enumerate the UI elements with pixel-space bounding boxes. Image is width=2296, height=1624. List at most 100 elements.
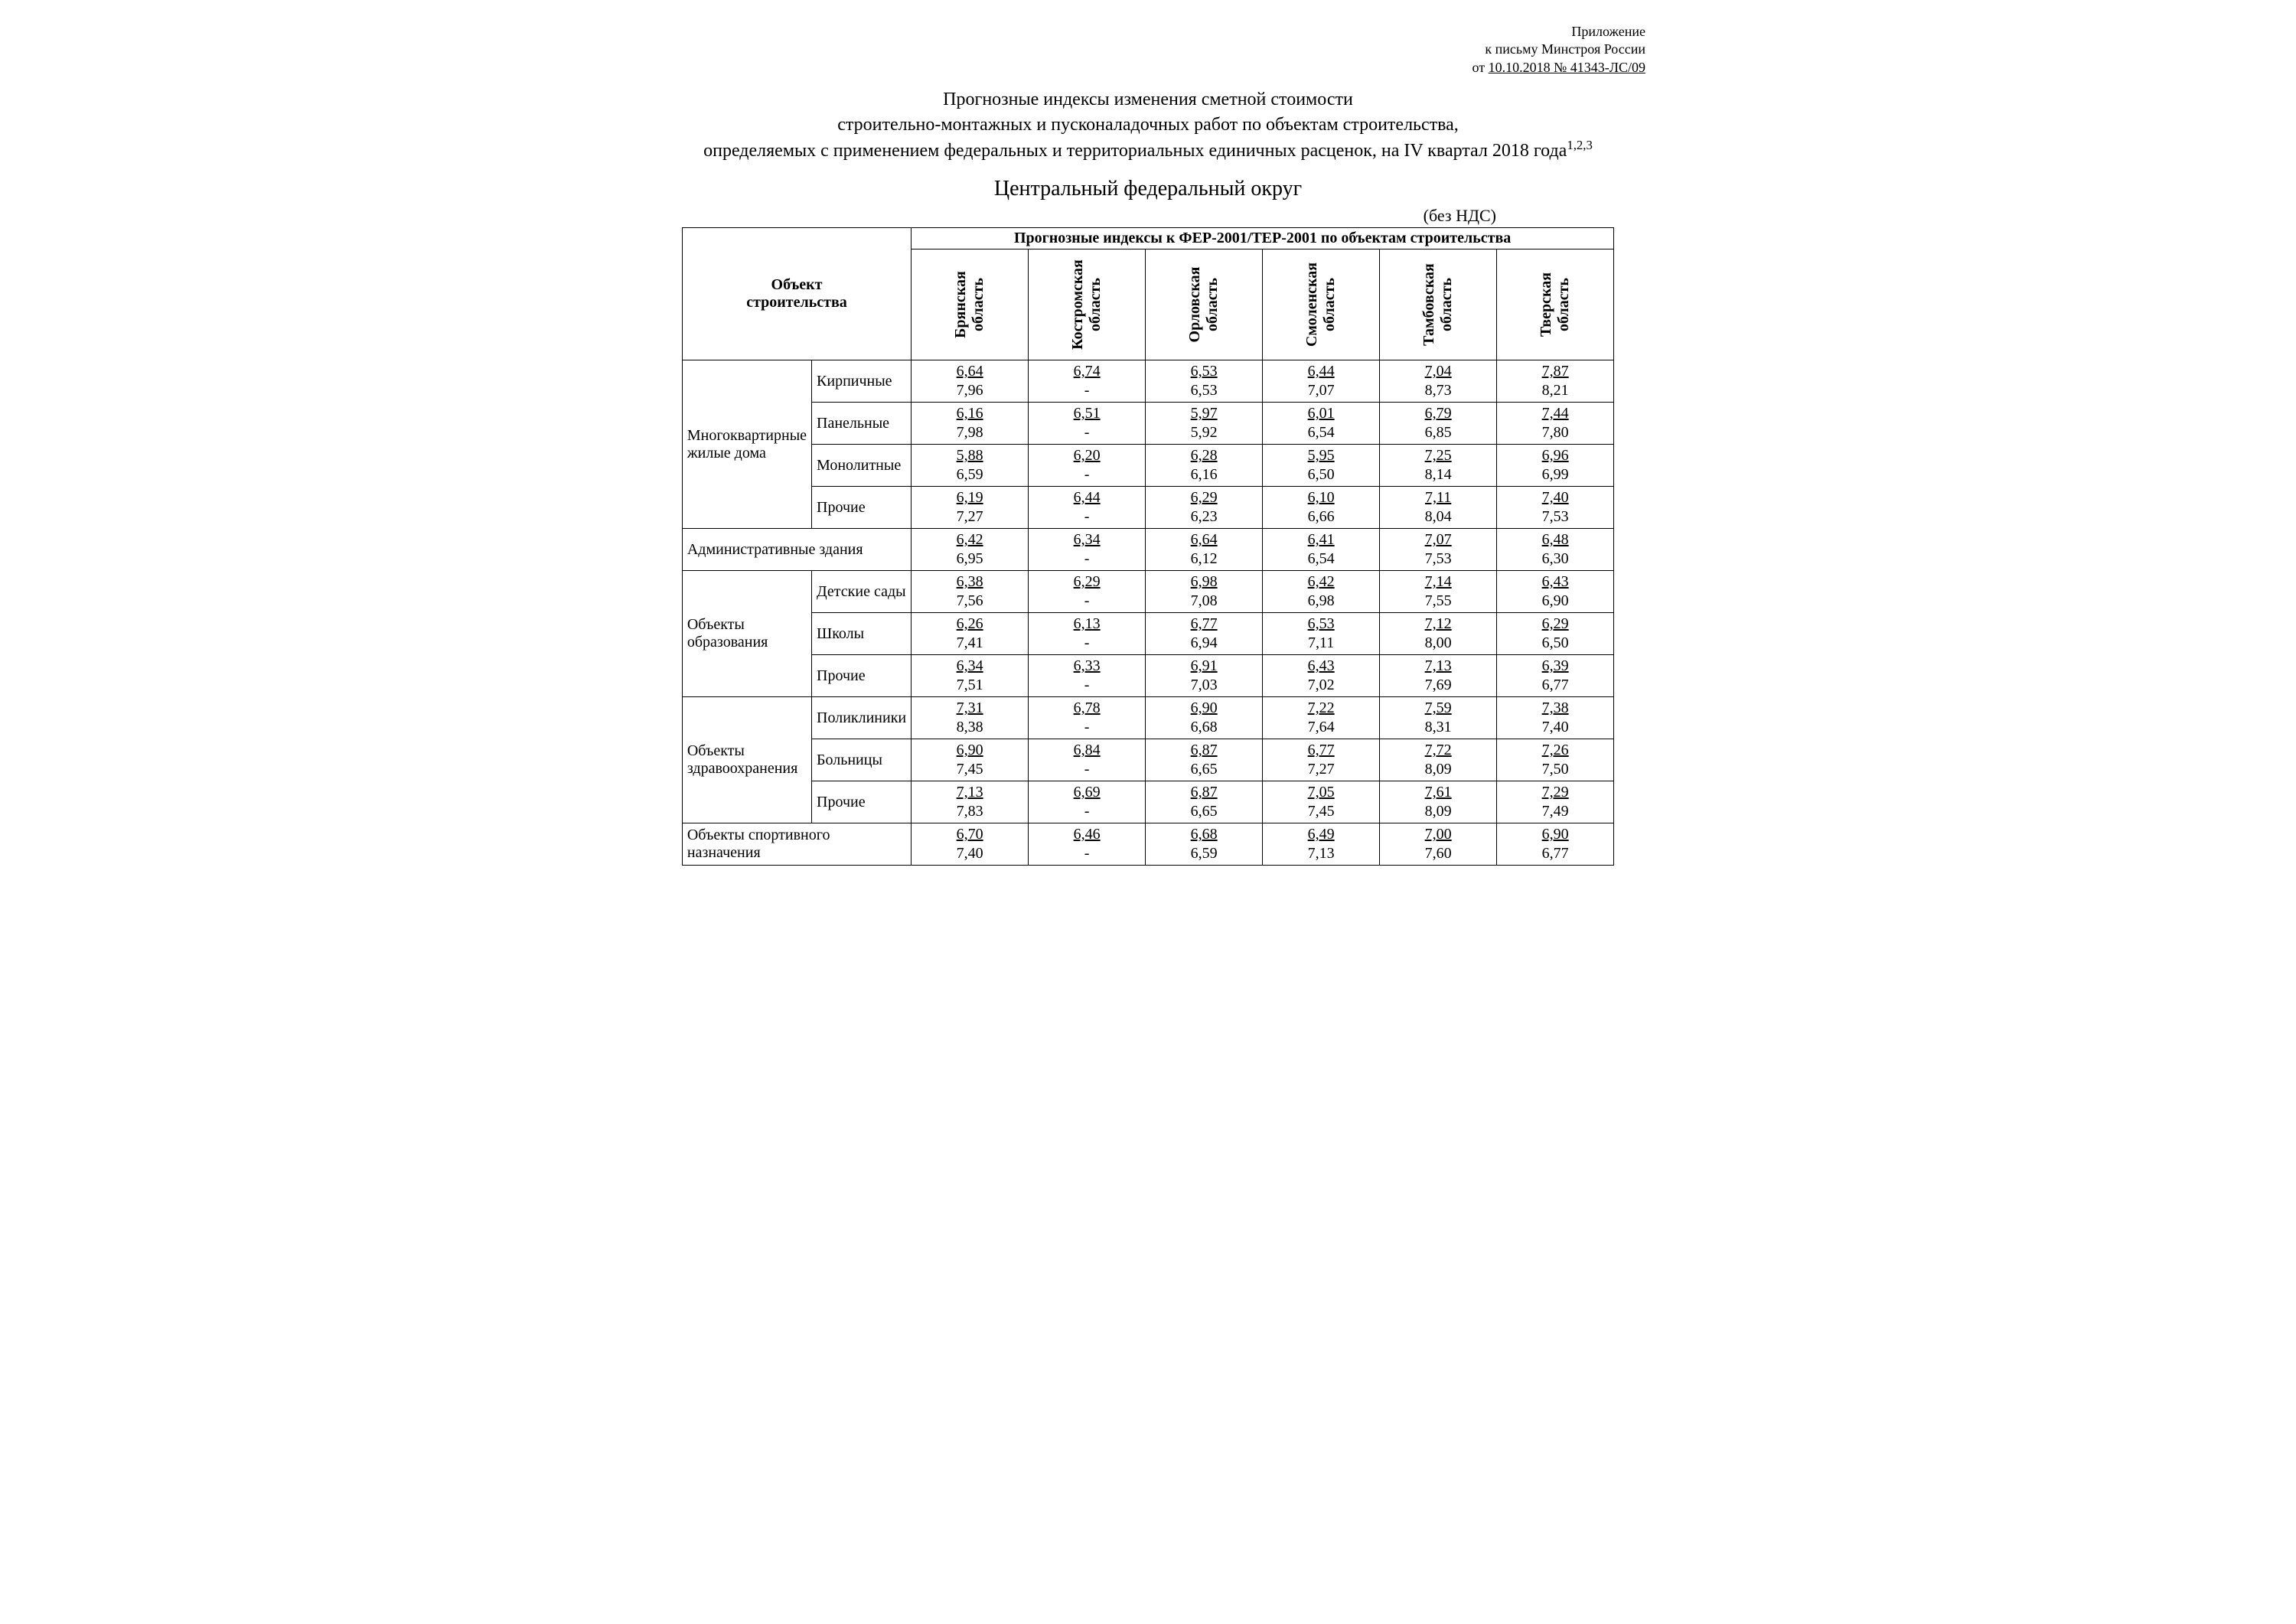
value-top: 6,77 [1308,742,1335,758]
value-cell: 6,906,68 [1146,697,1263,739]
value-top: 6,79 [1425,405,1452,422]
value-top: 6,41 [1308,531,1335,548]
header-indices: Прогнозные индексы к ФЕР-2001/ТЕР-2001 п… [912,228,1614,249]
value-top: 7,31 [957,699,983,716]
subtype-label: Прочие [812,781,912,823]
value-bottom: 8,21 [1542,382,1569,399]
title-line-3: определяемых с применением федеральных и… [651,137,1645,163]
value-top: 6,87 [1191,742,1218,758]
table-row: Прочие6,347,516,33-6,917,036,437,027,137… [682,655,1613,697]
value-cell: 7,258,14 [1380,445,1497,487]
value-bottom: - [1084,677,1090,693]
value-cell: 7,077,53 [1380,529,1497,571]
value-top: 6,46 [1074,826,1101,843]
value-cell: 5,95 6,50 [1263,445,1380,487]
value-cell: 6,416,54 [1263,529,1380,571]
value-cell: 6,296,23 [1146,487,1263,529]
table-row: Объекты здравоохраненияПоликлиники7,318,… [682,697,1613,739]
value-bottom: 7,45 [957,761,983,778]
annex-block: Приложение к письму Минстроя России от 1… [651,23,1645,77]
value-top: 6,87 [1191,784,1218,801]
value-top: 7,61 [1425,784,1452,801]
value-bottom: 6,50 [1308,466,1335,483]
value-bottom: 7,03 [1191,677,1218,693]
value-bottom: 8,00 [1425,634,1452,651]
value-bottom: 8,31 [1425,719,1452,735]
value-cell: 6,906,77 [1497,823,1614,866]
value-top: 5,95 [1308,447,1335,464]
value-cell: 6,74- [1029,360,1146,403]
group-label: Объекты спортивного назначения [682,823,911,866]
value-cell: 7,137,83 [912,781,1029,823]
value-cell: 6,776,94 [1146,613,1263,655]
region-header: Смоленскаяобласть [1263,249,1380,360]
annex-line3: от 10.10.2018 № 41343-ЛС/09 [651,59,1645,77]
value-bottom: 6,85 [1425,424,1452,441]
value-cell: 6,84- [1029,739,1146,781]
value-cell: 7,147,55 [1380,571,1497,613]
value-cell: 6,426,95 [912,529,1029,571]
value-top: 6,33 [1074,657,1101,674]
title-line-1: Прогнозные индексы изменения сметной сто… [651,87,1645,112]
value-bottom: 5,92 [1191,424,1218,441]
value-cell: 6,436,90 [1497,571,1614,613]
value-bottom: 6,68 [1191,719,1218,735]
region-label: Костромскаяобласть [1069,251,1104,358]
value-bottom: 6,90 [1542,592,1569,609]
group-label: Административные здания [682,529,911,571]
value-bottom: 8,38 [957,719,983,735]
value-bottom: - [1084,803,1090,820]
value-top: 6,20 [1074,447,1101,464]
value-cell: 6,966,99 [1497,445,1614,487]
value-cell: 7,048,73 [1380,360,1497,403]
value-top: 6,49 [1308,826,1335,843]
value-top: 6,13 [1074,615,1101,632]
value-cell: 7,267,50 [1497,739,1614,781]
value-top: 6,91 [1191,657,1218,674]
value-cell: 7,387,40 [1497,697,1614,739]
region-header: Тверскаяобласть [1497,249,1614,360]
value-top: 7,22 [1308,699,1335,716]
value-bottom: - [1084,845,1090,862]
value-cell: 6,46 - [1029,823,1146,866]
value-top: 6,68 [1191,826,1218,843]
value-cell: 7,128,00 [1380,613,1497,655]
value-top: 6,44 [1074,489,1101,506]
value-top: 7,44 [1542,405,1569,422]
value-bottom: 7,49 [1542,803,1569,820]
table-body: Многоквартирные жилые домаКирпичные6,647… [682,360,1613,866]
value-top: 7,59 [1425,699,1452,716]
value-cell: 6,387,56 [912,571,1029,613]
value-top: 7,29 [1542,784,1569,801]
table-row: Прочие7,137,836,69-6,876,657,057,457,618… [682,781,1613,823]
value-top: 7,00 [1425,826,1452,843]
value-cell: 6,876,65 [1146,781,1263,823]
value-cell: 6,646,12 [1146,529,1263,571]
value-bottom: 7,13 [1308,845,1335,862]
subtype-label: Кирпичные [812,360,912,403]
value-top: 6,26 [957,615,983,632]
value-top: 7,07 [1425,531,1452,548]
region-header: Костромскаяобласть [1029,249,1146,360]
value-top: 6,44 [1308,363,1335,380]
region-header: Брянскаяобласть [912,249,1029,360]
value-top: 6,29 [1542,615,1569,632]
value-bottom: 7,83 [957,803,983,820]
value-top: 6,01 [1308,405,1335,422]
value-bottom: 7,45 [1308,803,1335,820]
value-top: 6,16 [957,405,983,422]
value-bottom: 6,16 [1191,466,1218,483]
value-top: 6,28 [1191,447,1218,464]
value-cell: 6,29- [1029,571,1146,613]
value-top: 7,05 [1308,784,1335,801]
value-bottom: 7,69 [1425,677,1452,693]
subtype-label: Детские сады [812,571,912,613]
value-top: 6,78 [1074,699,1101,716]
group-label: Многоквартирные жилые дома [682,360,811,529]
value-bottom: - [1084,424,1090,441]
value-bottom: 6,77 [1542,845,1569,862]
value-top: 6,84 [1074,742,1101,758]
value-bottom: 6,98 [1308,592,1335,609]
value-cell: 6,426,98 [1263,571,1380,613]
value-bottom: - [1084,550,1090,567]
